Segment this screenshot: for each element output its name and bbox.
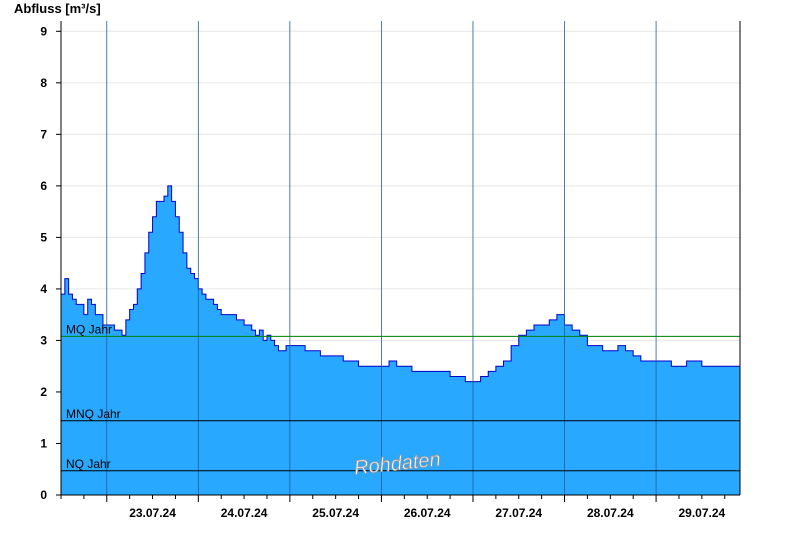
y-tick-label: 6 xyxy=(40,179,47,193)
y-tick-label: 2 xyxy=(40,385,47,399)
reference-line-label: MQ Jahr xyxy=(66,322,112,336)
reference-line-label: MNQ Jahr xyxy=(66,407,121,421)
x-tick-label: 26.07.24 xyxy=(404,506,451,520)
x-tick-label: 29.07.24 xyxy=(678,506,725,520)
y-tick-label: 0 xyxy=(40,488,47,502)
x-tick-label: 23.07.24 xyxy=(129,506,176,520)
y-axis-title: Abfluss [m³/s] xyxy=(14,1,101,16)
discharge-area xyxy=(61,185,740,495)
discharge-line xyxy=(61,185,741,383)
y-tick-label: 7 xyxy=(40,127,47,141)
y-tick-label: 3 xyxy=(40,333,47,347)
x-tick-label: 25.07.24 xyxy=(312,506,359,520)
y-tick-label: 4 xyxy=(40,282,47,296)
reference-line-label: NQ Jahr xyxy=(66,457,111,471)
y-tick-label: 8 xyxy=(40,76,47,90)
y-tick-label: 1 xyxy=(40,436,47,450)
x-tick-label: 27.07.24 xyxy=(495,506,542,520)
x-tick-label: 28.07.24 xyxy=(587,506,634,520)
y-tick-label: 5 xyxy=(40,230,47,244)
x-tick-label: 24.07.24 xyxy=(221,506,268,520)
y-tick-label: 9 xyxy=(40,24,47,38)
